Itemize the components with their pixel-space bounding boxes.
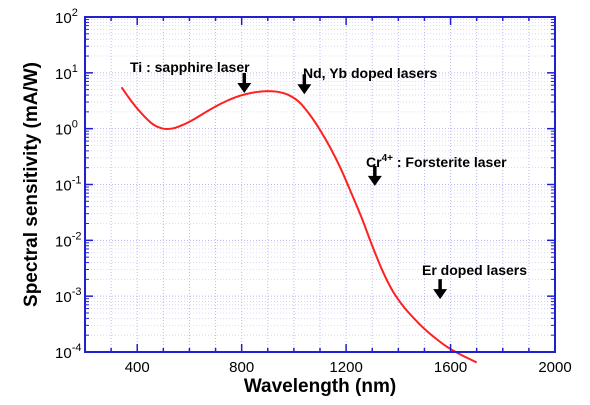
annotation-arrow-head — [433, 289, 448, 300]
annotation-arrow-head — [297, 84, 312, 95]
axis-ticks — [85, 16, 555, 353]
annotation-label: Nd, Yb doped lasers — [303, 65, 438, 81]
x-tick-label: 400 — [125, 359, 150, 376]
y-tick-label: 100 — [55, 119, 78, 139]
y-tick-label: 10-2 — [55, 230, 81, 250]
y-tick-label: 102 — [55, 7, 78, 27]
annotation-arrow-head — [367, 175, 382, 186]
x-axis-title: Wavelength (nm) — [244, 376, 396, 397]
tick-labels: 400 800 1200 1600 2000 102 101 100 10-1 10-2 10-3 1… — [55, 7, 572, 376]
y-tick-label: 10-4 — [55, 342, 81, 362]
grid-lines — [85, 17, 555, 352]
data-series — [120, 86, 478, 364]
annotations: Ti : sapphire laser Nd, Yb doped lasers Cr… — [130, 59, 527, 300]
x-tick-label: 1600 — [434, 359, 467, 376]
annotation-label: Er doped lasers — [422, 262, 527, 278]
y-axis-title: Spectral sensitivity (mA/W) — [21, 62, 42, 307]
y-tick-label: 10-3 — [55, 286, 81, 306]
annotation-label: Ti : sapphire laser — [130, 59, 250, 75]
y-tick-label: 10-1 — [55, 175, 81, 195]
x-tick-label: 800 — [229, 359, 254, 376]
annotation-label: Cr4+ : Forsterite laser — [366, 153, 507, 170]
sensitivity-curve — [120, 86, 478, 364]
x-tick-label: 1200 — [329, 359, 362, 376]
annotation-arrow-head — [237, 82, 252, 93]
y-tick-label: 101 — [55, 63, 78, 83]
x-tick-label: 2000 — [538, 359, 571, 376]
